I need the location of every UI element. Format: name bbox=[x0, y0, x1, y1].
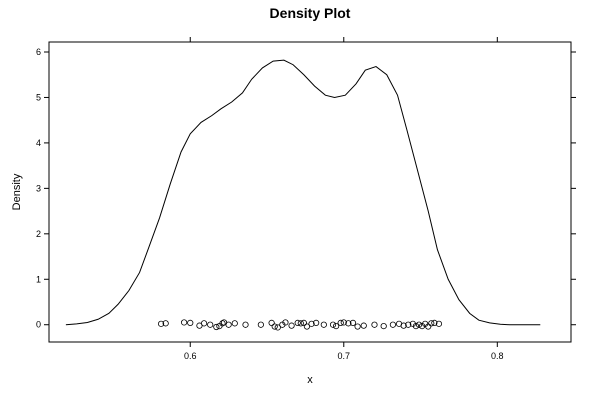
rug-point bbox=[300, 319, 307, 327]
rug-point bbox=[337, 319, 344, 327]
rug-point bbox=[181, 319, 188, 326]
rug-point bbox=[219, 320, 226, 327]
y-tick-label: 5 bbox=[36, 92, 41, 102]
rug-point bbox=[297, 320, 304, 327]
rug-point bbox=[231, 320, 238, 327]
rug-point bbox=[354, 323, 361, 330]
axis-tick-labels: 0.6 0.7 0.8 0 1 2 3 4 5 6 bbox=[36, 47, 504, 361]
rug-point bbox=[268, 319, 275, 327]
x-tick-label: 0.8 bbox=[491, 351, 504, 361]
rug-point bbox=[162, 320, 169, 327]
rug-point bbox=[371, 321, 378, 328]
rug-point bbox=[320, 321, 327, 328]
rug-point bbox=[271, 323, 278, 330]
rug-point bbox=[187, 319, 194, 327]
rug-point bbox=[257, 321, 264, 328]
axis-ticks bbox=[44, 37, 576, 347]
rug-point bbox=[400, 322, 407, 329]
plot-frame bbox=[48, 41, 572, 343]
rug-point bbox=[332, 322, 340, 330]
rug-point bbox=[425, 323, 432, 330]
rug-point bbox=[207, 321, 214, 328]
rug-point bbox=[340, 319, 347, 326]
rug-point bbox=[405, 321, 412, 328]
rug-point bbox=[213, 323, 220, 331]
rug-point bbox=[279, 321, 286, 328]
rug-point bbox=[329, 321, 337, 328]
rug-point bbox=[360, 322, 367, 329]
y-tick-label: 1 bbox=[36, 274, 41, 284]
density-curve bbox=[65, 59, 541, 326]
chart-title: Density Plot bbox=[270, 5, 351, 21]
y-tick-label: 2 bbox=[36, 229, 41, 239]
x-tick-label: 0.7 bbox=[338, 351, 351, 361]
rug-point bbox=[200, 320, 208, 327]
rug-point bbox=[288, 322, 295, 329]
y-tick-label: 0 bbox=[36, 320, 41, 330]
rug-point bbox=[345, 320, 352, 327]
y-axis-label: Density bbox=[11, 173, 23, 210]
rug-points bbox=[157, 319, 443, 331]
rug-point bbox=[349, 319, 357, 327]
y-tick-label: 3 bbox=[36, 183, 41, 193]
rug-point bbox=[225, 321, 232, 328]
rug-point bbox=[308, 320, 315, 327]
rug-point bbox=[282, 319, 289, 326]
x-axis-label: x bbox=[307, 374, 313, 386]
rug-point bbox=[313, 319, 320, 327]
rug-point bbox=[412, 322, 420, 330]
y-tick-label: 6 bbox=[36, 47, 41, 57]
rug-point bbox=[303, 323, 311, 330]
rug-point bbox=[294, 319, 301, 327]
rug-point bbox=[389, 321, 397, 328]
rug-point bbox=[242, 321, 249, 328]
rug-point bbox=[409, 320, 416, 327]
x-tick-label: 0.6 bbox=[184, 351, 197, 361]
rug-point bbox=[428, 320, 435, 327]
rug-point bbox=[274, 324, 281, 331]
rug-point bbox=[415, 321, 423, 328]
rug-point bbox=[380, 322, 387, 330]
y-tick-label: 4 bbox=[36, 138, 41, 148]
rug-point bbox=[435, 320, 443, 327]
rug-point bbox=[431, 319, 438, 327]
rug-point bbox=[157, 320, 165, 327]
